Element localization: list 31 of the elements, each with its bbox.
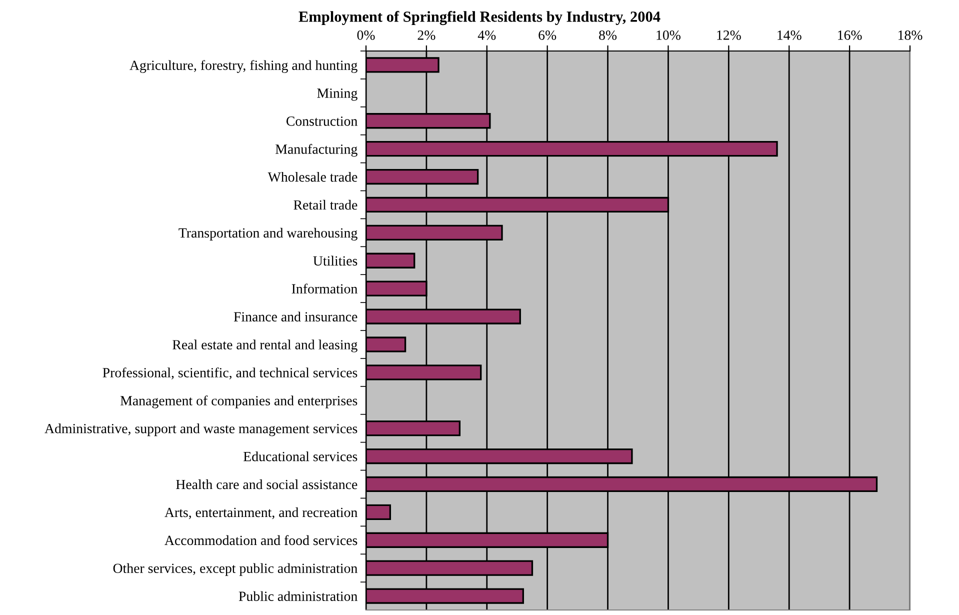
x-tick-label: 10% xyxy=(656,30,680,40)
y-tick-label: Public administration xyxy=(238,591,358,601)
y-tick-label: Information xyxy=(292,284,358,294)
x-tick-label: 2% xyxy=(418,30,436,40)
x-tick-label: 4% xyxy=(478,30,496,40)
x-tick-label: 14% xyxy=(778,30,802,40)
x-tick-label: 12% xyxy=(717,30,741,40)
y-tick-label: Real estate and rental and leasing xyxy=(172,340,358,352)
chart-title: Employment of Springfield Residents by Industry, 2004 xyxy=(298,10,660,26)
y-tick-label: Management of companies and enterprises xyxy=(120,395,358,408)
x-tick-label: 18% xyxy=(898,30,922,40)
y-tick-label: Construction xyxy=(286,116,358,126)
y-tick-label: Wholesale trade xyxy=(268,172,358,182)
y-tick-label: Utilities xyxy=(313,256,358,266)
y-tick-label: Other services, except public administration xyxy=(113,563,358,576)
x-tick-label: 0% xyxy=(357,30,375,40)
y-tick-label: Arts, entertainment, and recreation xyxy=(164,507,358,520)
y-tick-label: Manufacturing xyxy=(276,144,358,157)
x-tick-label: 6% xyxy=(538,30,556,40)
y-tick-label: Agriculture, forestry, fishing and hunting xyxy=(130,60,358,73)
x-tick-label: 8% xyxy=(599,30,617,40)
y-tick-label: Health care and social assistance xyxy=(176,479,358,490)
y-tick-label: Retail trade xyxy=(294,200,358,210)
y-tick-label: Administrative, support and waste management services xyxy=(44,424,358,436)
y-tick-label: Professional, scientific, and technical services xyxy=(102,367,358,380)
y-tick-label: Transportation and warehousing xyxy=(178,228,358,240)
y-tick-label: Mining xyxy=(317,88,358,101)
y-tick-label: Educational services xyxy=(244,451,358,462)
y-tick-label: Finance and insurance xyxy=(234,312,358,322)
y-tick-label: Accommodation and food services xyxy=(164,535,358,546)
x-tick-label: 16% xyxy=(838,30,862,40)
